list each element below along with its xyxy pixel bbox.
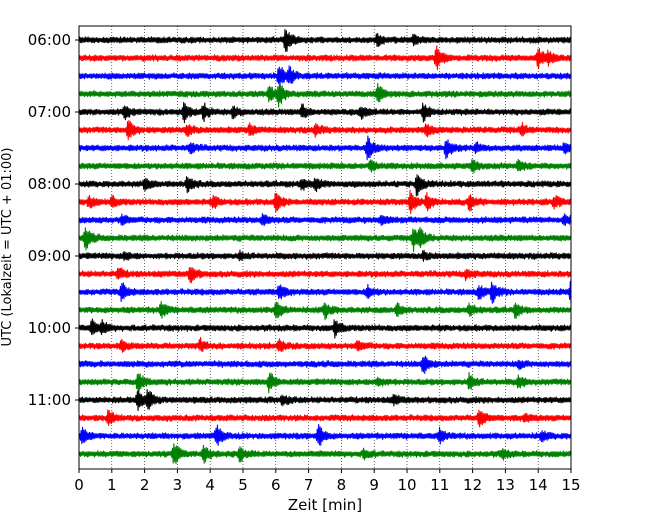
trace-line bbox=[79, 102, 571, 122]
x-axis-ticks: 0 1 2 3 4 5 6 7 8 9 10 11 12 13 14 15 bbox=[74, 469, 580, 494]
x-tick-label: 2 bbox=[140, 476, 150, 494]
y-tick-label: 11:00 bbox=[28, 391, 71, 409]
x-tick-label: 5 bbox=[238, 476, 248, 494]
y-axis-ticks: 06:00 07:00 08:00 09:00 10:00 11:00 bbox=[28, 31, 79, 409]
trace-line bbox=[79, 66, 571, 86]
x-tick-label: 9 bbox=[369, 476, 379, 494]
trace-line bbox=[79, 281, 571, 303]
trace-line bbox=[79, 159, 571, 172]
y-tick-label: 10:00 bbox=[28, 319, 71, 337]
trace-line bbox=[79, 190, 571, 213]
trace-line bbox=[79, 319, 571, 338]
trace-line bbox=[79, 136, 571, 160]
trace-line bbox=[79, 121, 571, 140]
x-tick-label: 0 bbox=[74, 476, 84, 494]
trace-line bbox=[79, 338, 571, 353]
x-tick-label: 13 bbox=[496, 476, 515, 494]
trace-line bbox=[79, 444, 571, 464]
x-tick-label: 11 bbox=[430, 476, 449, 494]
x-tick-label: 12 bbox=[463, 476, 482, 494]
trace-line bbox=[79, 302, 571, 320]
x-tick-label: 10 bbox=[397, 476, 416, 494]
x-tick-label: 6 bbox=[271, 476, 281, 494]
x-tick-label: 7 bbox=[304, 476, 314, 494]
trace-line bbox=[79, 227, 571, 251]
y-tick-label: 09:00 bbox=[28, 247, 71, 265]
y-tick-label: 06:00 bbox=[28, 31, 71, 49]
x-tick-label: 15 bbox=[561, 476, 580, 494]
y-tick-label: 08:00 bbox=[28, 175, 71, 193]
trace-line bbox=[79, 268, 571, 283]
x-tick-label: 8 bbox=[337, 476, 347, 494]
y-tick-label: 07:00 bbox=[28, 103, 71, 121]
trace-line bbox=[79, 390, 571, 411]
x-tick-label: 1 bbox=[107, 476, 117, 494]
trace-group bbox=[79, 30, 571, 464]
trace-line bbox=[79, 425, 571, 446]
x-axis-label: Zeit [min] bbox=[288, 496, 362, 514]
trace-line bbox=[79, 356, 571, 373]
x-tick-label: 14 bbox=[529, 476, 548, 494]
trace-line bbox=[79, 373, 571, 393]
trace-line bbox=[79, 83, 571, 107]
trace-line bbox=[79, 214, 571, 226]
trace-line bbox=[79, 46, 571, 70]
x-tick-label: 4 bbox=[205, 476, 215, 494]
y-axis-label: UTC (Lokalzeit = UTC + 01:00) bbox=[0, 148, 15, 347]
trace-line bbox=[79, 410, 571, 427]
trace-line bbox=[79, 250, 571, 261]
x-tick-label: 3 bbox=[173, 476, 183, 494]
trace-line bbox=[79, 30, 571, 52]
trace-line bbox=[79, 175, 571, 196]
